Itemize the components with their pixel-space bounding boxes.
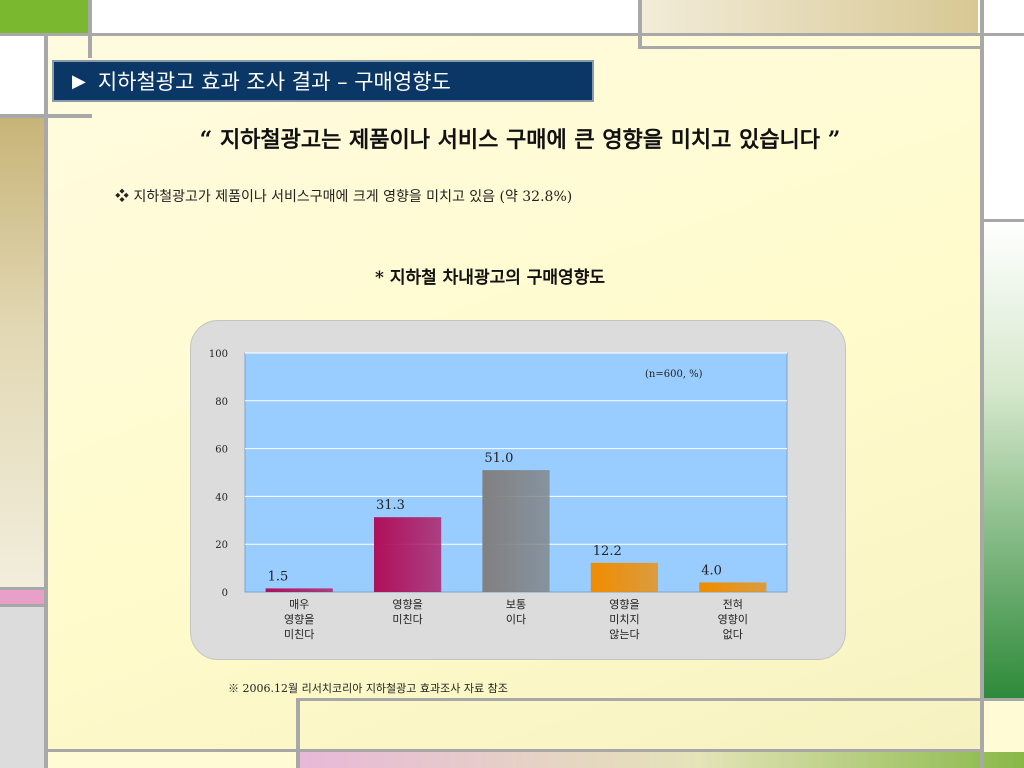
- frame-line: [638, 0, 642, 48]
- x-tick-label: 없다: [723, 628, 743, 641]
- y-tick-label: 40: [215, 492, 228, 503]
- slide-title: 지하철광고 효과 조사 결과 – 구매영향도: [97, 70, 451, 94]
- data-label: 12.2: [593, 544, 622, 559]
- play-arrow-icon: ▶: [72, 70, 86, 92]
- frame-line: [296, 698, 300, 768]
- x-tick-label: 보통: [506, 598, 526, 611]
- data-label: 31.3: [376, 498, 405, 513]
- frame-line: [0, 604, 48, 607]
- frame-line: [296, 698, 1024, 701]
- right-green-gradient-bar: [984, 222, 1024, 698]
- bar-chart: 0204060801001.5매우영향을미친다31.3영향을미친다51.0보통이…: [209, 349, 788, 641]
- top-left-white-block: [0, 33, 48, 115]
- frame-line: [0, 587, 48, 590]
- summary-text: 지하철광고가 제품이나 서비스구매에 크게 영향을 미치고 있음 (약 32.8…: [133, 189, 573, 205]
- slide-title-bar: ▶ 지하철광고 효과 조사 결과 – 구매영향도: [52, 60, 594, 102]
- y-tick-label: 80: [215, 397, 228, 408]
- x-tick-label: 영향을: [392, 598, 422, 611]
- frame-line: [44, 749, 980, 752]
- data-label: 4.0: [701, 563, 722, 578]
- x-tick-label: 않는다: [609, 628, 639, 641]
- y-tick-label: 0: [222, 588, 228, 599]
- chart-title: * 지하철 차내광고의 구매영향도: [375, 268, 605, 288]
- data-label: 51.0: [484, 451, 513, 466]
- source-note: ※ 2006.12월 리서치코리아 지하철광고 효과조사 자료 참조: [228, 682, 508, 695]
- y-tick-label: 20: [215, 540, 228, 551]
- right-white-block: [984, 0, 1024, 220]
- x-tick-label: 미친다: [392, 613, 422, 626]
- data-label: 1.5: [268, 569, 289, 584]
- left-gradient-bar: [0, 118, 44, 590]
- bottom-right-cream-block: [984, 698, 1024, 752]
- sample-size-note: (n=600, %): [645, 369, 703, 380]
- bottom-cream-strip: [48, 752, 298, 768]
- bottom-left-gray-block: [0, 606, 44, 768]
- bar: [482, 470, 550, 592]
- left-pink-strip: [0, 590, 44, 606]
- top-strip: [92, 0, 638, 33]
- frame-line: [638, 46, 984, 49]
- x-tick-label: 영향을: [609, 598, 639, 611]
- y-tick-label: 60: [215, 445, 228, 456]
- x-tick-label: 영향이: [718, 613, 748, 626]
- frame-line: [0, 33, 1024, 36]
- bar: [373, 517, 442, 592]
- headline-quote: “ 지하철광고는 제품이나 서비스 구매에 큰 영향을 미치고 있습니다 ”: [199, 127, 841, 153]
- frame-line: [0, 114, 92, 118]
- summary-bullet: ❖ 지하철광고가 제품이나 서비스구매에 크게 영향을 미치고 있음 (약 32…: [115, 186, 572, 206]
- top-right-gradient-block: [642, 0, 978, 33]
- x-tick-label: 전혀: [723, 598, 743, 611]
- y-tick-label: 100: [209, 349, 228, 360]
- frame-line: [88, 0, 92, 58]
- bottom-gradient-strip: [300, 752, 1024, 768]
- frame-line: [980, 0, 984, 768]
- bar: [265, 588, 333, 592]
- diamond-bullet-icon: ❖: [115, 189, 129, 205]
- x-tick-label: 미친다: [284, 628, 314, 641]
- bar: [699, 582, 767, 592]
- corner-green-block: [0, 0, 90, 33]
- x-tick-label: 매우: [289, 598, 309, 611]
- frame-line: [44, 33, 48, 768]
- x-tick-label: 영향을: [284, 613, 314, 626]
- frame-line: [980, 219, 1024, 222]
- bar: [590, 562, 659, 592]
- x-tick-label: 미치지: [609, 613, 639, 626]
- x-tick-label: 이다: [506, 613, 526, 626]
